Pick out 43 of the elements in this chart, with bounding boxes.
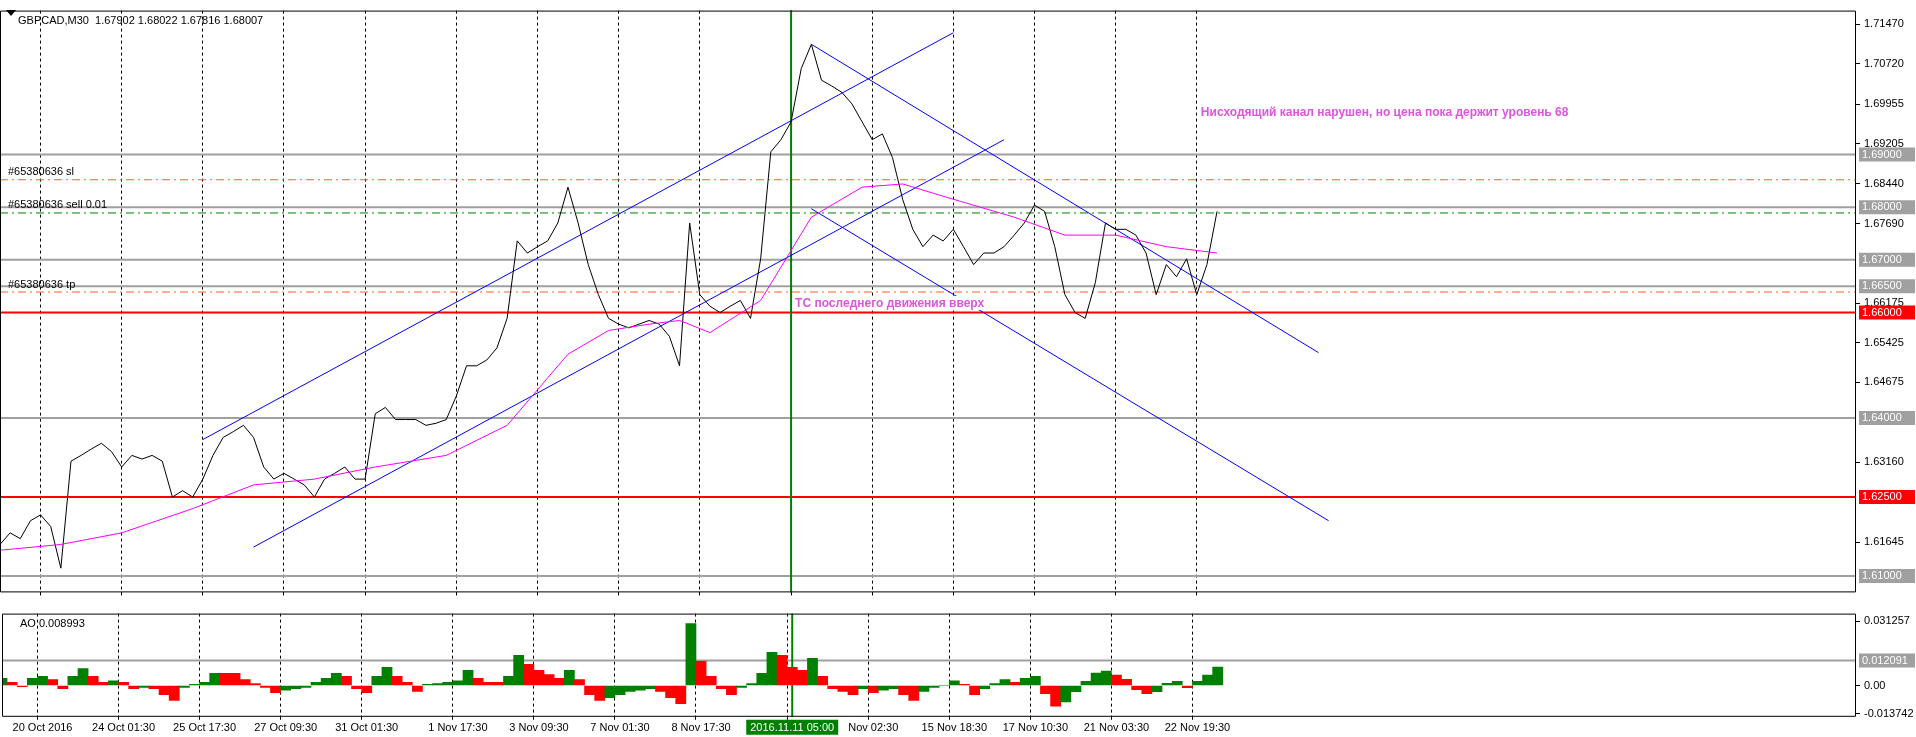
- y-tick-label: 1.61645: [1864, 535, 1904, 548]
- x-tick-label: 25 Oct 17:30: [173, 721, 237, 734]
- y-tick-label: 1.68440: [1864, 177, 1904, 190]
- y-tick-label: 1.63160: [1864, 455, 1904, 468]
- ref-line-label: 0.012091: [1862, 653, 1908, 666]
- annotation: ТС последнего движения вверх: [795, 296, 985, 311]
- ref-line-label: 1.64000: [1862, 411, 1902, 423]
- x-tick-label: 1 Nov 17:30: [428, 721, 488, 734]
- x-tick-label: 3 Nov 09:30: [509, 721, 569, 734]
- y-tick-label: 1.67690: [1864, 216, 1904, 229]
- y-tick-label: 0.031257: [1864, 614, 1910, 627]
- ref-line-label: 1.62500: [1862, 490, 1902, 503]
- ref-line-label: 1.61000: [1862, 569, 1902, 582]
- x-tick-label: 27 Oct 09:30: [254, 721, 318, 734]
- x-tick-label: Nov 02:30: [848, 721, 899, 734]
- ref-line-label: #65380636 sell 0.01: [8, 198, 108, 211]
- ref-line-label: #65380636 tp: [8, 277, 76, 290]
- x-tick-label: 21 Nov 03:30: [1083, 721, 1150, 734]
- x-tick-label: 20 Oct 2016: [12, 721, 73, 734]
- x-tick-label: 15 Nov 18:30: [921, 721, 988, 734]
- chart-title: GBPCAD,M30 1.67902 1.68022 1.67816 1.68007: [18, 14, 264, 27]
- y-tick-label: -0.013742: [1864, 706, 1914, 719]
- annotation: Нисходящий канал нарушен, но цена пока держит уровень 68: [1200, 104, 1569, 119]
- ref-line-label: #65380636 sl: [8, 165, 75, 178]
- ref-line-label: 1.68000: [1862, 200, 1902, 213]
- ref-line-label: 1.67000: [1862, 252, 1902, 265]
- chart-title: AO 0.008993: [20, 617, 85, 630]
- x-tick-label: 2016.11.11 05:00: [750, 720, 835, 733]
- x-tick-label: 17 Nov 10:30: [1002, 721, 1069, 734]
- y-tick-label: 0.00: [1864, 678, 1886, 691]
- x-tick-label: 31 Oct 01:30: [335, 721, 399, 734]
- y-tick-label: 1.65425: [1864, 335, 1904, 348]
- y-tick-label: 1.64675: [1864, 375, 1904, 388]
- y-tick-label: 1.71470: [1864, 17, 1904, 30]
- x-tick-label: 7 Nov 01:30: [590, 721, 650, 734]
- y-tick-label: 1.70720: [1864, 56, 1904, 69]
- x-tick-label: 22 Nov 19:30: [1164, 721, 1231, 734]
- y-tick-label: 1.69205: [1864, 136, 1904, 149]
- x-tick-label: 8 Nov 17:30: [671, 721, 731, 734]
- ref-line-label: 1.66500: [1862, 279, 1902, 292]
- y-tick-label: 1.69955: [1864, 97, 1904, 110]
- x-tick-label: 24 Oct 01:30: [92, 721, 156, 734]
- ref-line-label: 1.69000: [1862, 147, 1902, 160]
